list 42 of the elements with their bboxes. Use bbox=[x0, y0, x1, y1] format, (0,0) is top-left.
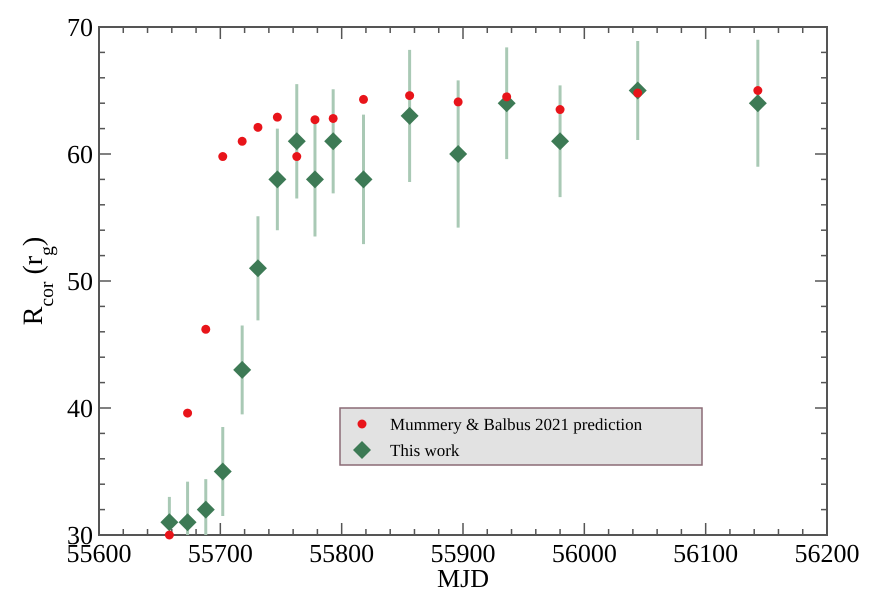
point bbox=[178, 513, 197, 532]
point bbox=[292, 152, 302, 162]
point bbox=[288, 132, 306, 150]
point bbox=[183, 408, 192, 418]
point bbox=[238, 136, 247, 146]
point bbox=[405, 91, 414, 100]
point bbox=[268, 170, 286, 188]
point bbox=[201, 324, 210, 334]
point bbox=[310, 115, 320, 124]
legend-label: Mummery & Balbus 2021 prediction bbox=[390, 415, 643, 434]
point bbox=[253, 122, 262, 132]
x-tick-label: 56200 bbox=[794, 539, 860, 568]
x-tick-label: 56000 bbox=[552, 539, 617, 568]
point bbox=[324, 132, 342, 150]
point bbox=[748, 94, 767, 112]
point bbox=[196, 500, 215, 519]
point bbox=[556, 105, 565, 114]
point bbox=[328, 114, 338, 123]
point bbox=[354, 170, 373, 188]
y-tick-label: 40 bbox=[67, 394, 93, 423]
point bbox=[400, 106, 419, 125]
point bbox=[272, 112, 282, 122]
point bbox=[214, 462, 232, 480]
point bbox=[449, 145, 468, 163]
y-tick-label: 70 bbox=[67, 13, 93, 42]
point bbox=[306, 170, 324, 188]
y-tick-label: 50 bbox=[67, 267, 93, 296]
x-tick-label: 55800 bbox=[309, 539, 374, 568]
point bbox=[248, 259, 267, 278]
point bbox=[502, 92, 512, 102]
point bbox=[164, 530, 174, 540]
point bbox=[233, 360, 252, 379]
point bbox=[753, 86, 762, 95]
point bbox=[454, 97, 463, 106]
legend-label: This work bbox=[390, 441, 460, 460]
point bbox=[218, 152, 228, 162]
x-tick-label: 55700 bbox=[188, 539, 253, 568]
point bbox=[359, 94, 368, 104]
point bbox=[551, 132, 570, 150]
x-tick-label: 56100 bbox=[673, 539, 738, 568]
y-tick-label: 60 bbox=[67, 140, 93, 169]
point bbox=[160, 513, 178, 532]
